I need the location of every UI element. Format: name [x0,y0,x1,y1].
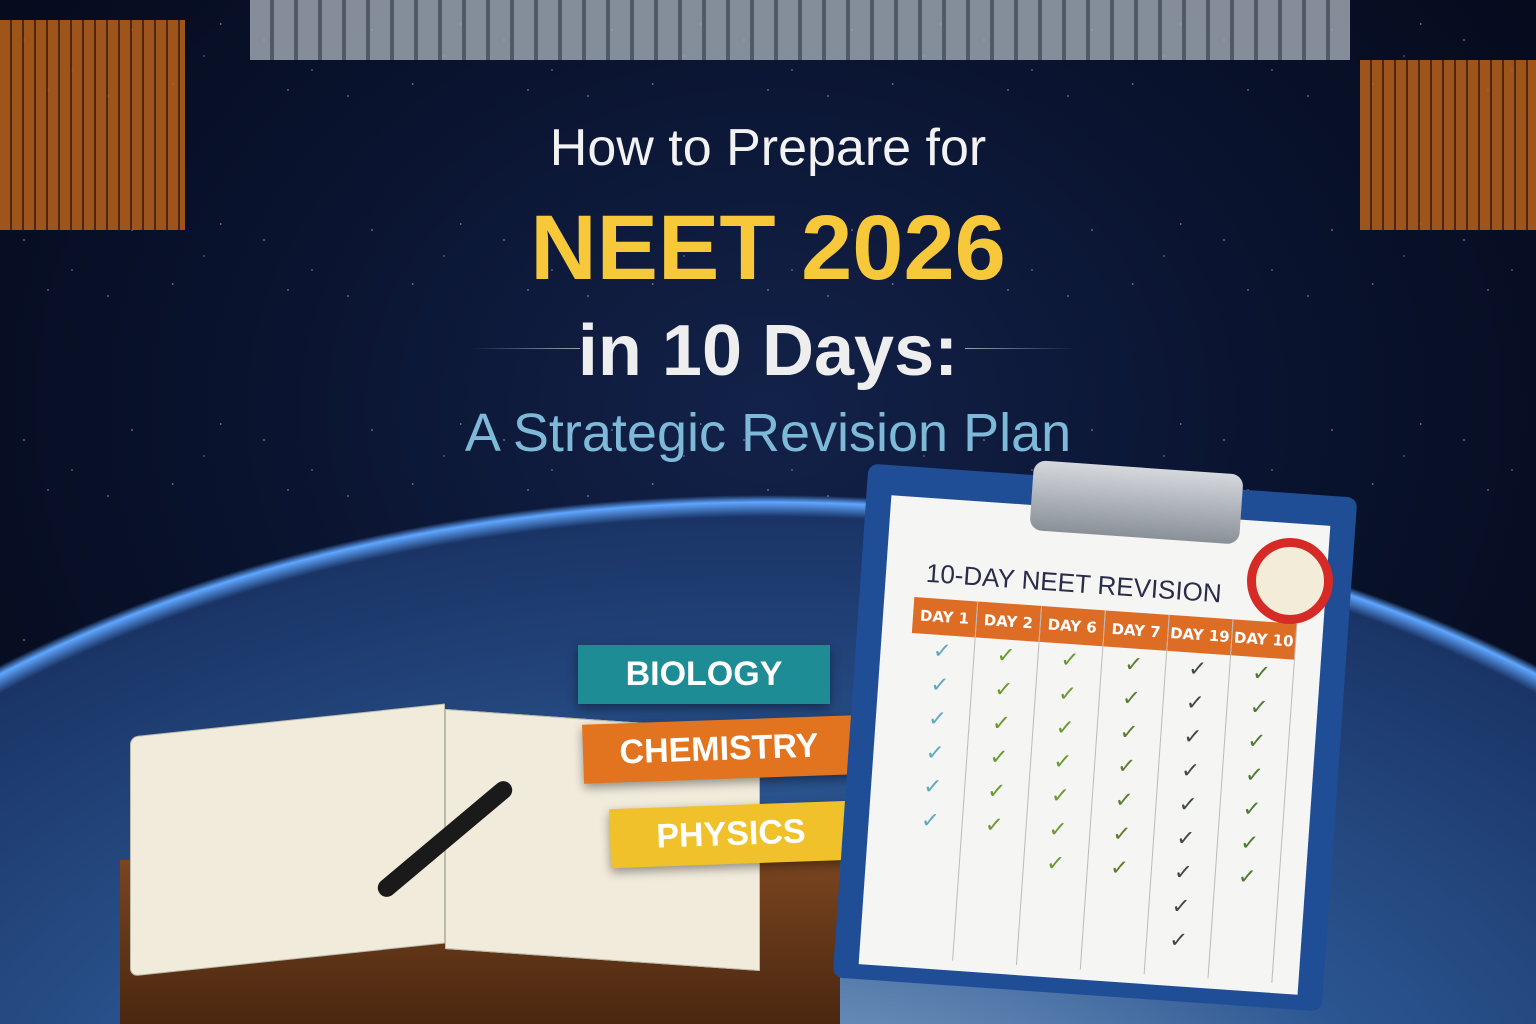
check-icon: ✓ [1052,749,1073,776]
check-icon: ✓ [1059,647,1080,674]
solar-panel-left [0,20,185,230]
check-icon: ✓ [1239,830,1260,857]
title-line-2: NEET 2026 [530,197,1006,299]
solar-panel-right [1360,60,1536,230]
check-icon: ✓ [1187,656,1208,683]
check-icon: ✓ [1111,821,1132,848]
check-icon: ✓ [1050,783,1071,810]
day-header: DAY 19 [1167,614,1233,656]
check-icon: ✓ [1177,792,1199,819]
check-icon: ✓ [1114,787,1135,814]
day-header: DAY 6 [1039,605,1105,647]
book-page-left [130,703,445,977]
check-icon: ✓ [1251,660,1272,688]
check-icon: ✓ [986,778,1007,805]
check-icon: ✓ [1175,825,1196,853]
check-icon: ✓ [1173,859,1194,887]
check-icon: ✓ [1182,724,1203,751]
day-header: DAY 2 [975,601,1042,642]
check-icon: ✓ [1237,864,1258,891]
check-icon: ✓ [1118,719,1139,746]
check-icon: ✓ [988,744,1009,771]
check-icon: ✓ [920,808,941,835]
check-icon: ✓ [995,642,1017,670]
day-header: DAY 1 [911,597,978,638]
title-line-3: in 10 Days: [577,311,959,391]
check-icon: ✓ [993,676,1014,704]
check-icon: ✓ [1121,685,1142,713]
check-icon: ✓ [1170,893,1191,921]
check-icon: ✓ [1054,715,1076,742]
check-icon: ✓ [932,638,953,665]
day-header: DAY 7 [1103,610,1169,651]
label-chemistry: CHEMISTRY [582,715,856,784]
check-icon: ✓ [1180,758,1201,785]
label-physics: PHYSICS [609,800,853,869]
check-icon: ✓ [1246,728,1267,755]
clipboard-clamp [1029,460,1244,545]
check-icon: ✓ [1248,694,1270,721]
check-icon: ✓ [984,812,1005,839]
check-icon: ✓ [929,672,950,699]
day-header: DAY 10 [1231,619,1297,660]
check-icon: ✓ [924,740,946,767]
title-line-1: How to Prepare for [549,119,987,177]
label-biology: BIOLOGY [578,645,830,704]
check-icon: ✓ [991,710,1012,738]
check-icon: ✓ [1123,651,1144,679]
check-icon: ✓ [922,774,943,801]
check-icon: ✓ [1047,817,1069,844]
check-icon: ✓ [1241,796,1262,823]
check-icon: ✓ [1057,681,1078,708]
check-icon: ✓ [1244,762,1265,789]
divider-left [470,348,580,349]
space-station [250,0,1350,60]
check-icon: ✓ [1168,927,1189,954]
check-icon: ✓ [1109,855,1130,882]
revision-grid: DAY 1 ✓ ✓ ✓ ✓ ✓ ✓ DAY 2 ✓ ✓ ✓ ✓ ✓ ✓ DAY 6 ✓ ✓ ✓ ✓ ✓ ✓ ✓ DAY 7 ✓… [889,597,1298,983]
open-book [110,703,780,990]
check-icon: ✓ [1116,753,1137,780]
check-icon: ✓ [927,706,948,733]
subtitle: A Strategic Revision Plan [464,403,1072,463]
stopwatch-icon [1247,538,1333,624]
check-icon: ✓ [1045,850,1066,878]
check-icon: ✓ [1185,690,1206,717]
